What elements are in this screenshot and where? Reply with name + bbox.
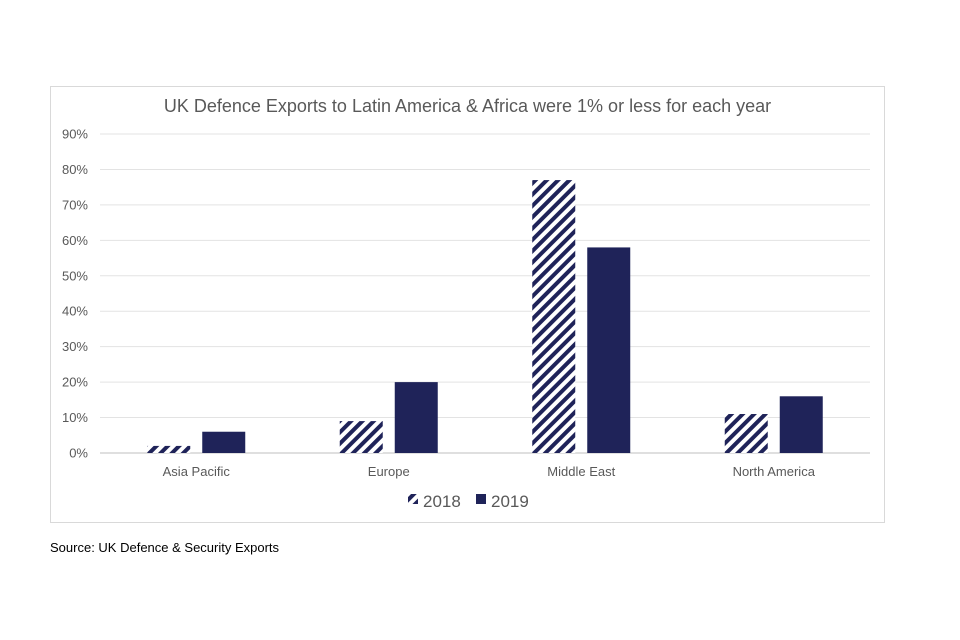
legend-label-2018: 2018 (423, 492, 461, 511)
y-tick-label: 90% (62, 127, 88, 142)
y-tick-label: 10% (62, 410, 88, 425)
y-tick-label: 0% (69, 446, 88, 461)
legend-label-2019: 2019 (491, 492, 529, 511)
x-tick-label: Asia Pacific (163, 464, 231, 479)
x-tick-label: Europe (368, 464, 410, 479)
y-tick-label: 60% (62, 233, 88, 248)
y-tick-label: 70% (62, 197, 88, 212)
bar-2018-middle-east (532, 180, 576, 454)
y-tick-label: 30% (62, 339, 88, 354)
bar-2018-asia-pacific (147, 445, 191, 453)
x-tick-label: North America (733, 464, 816, 479)
bar-2018-europe (339, 421, 383, 453)
legend-swatch-2018 (408, 494, 418, 504)
y-tick-label: 80% (62, 162, 88, 177)
y-tick-label: 20% (62, 375, 88, 390)
chart-title: UK Defence Exports to Latin America & Af… (163, 96, 772, 116)
y-tick-label: 40% (62, 304, 88, 319)
source-note: Source: UK Defence & Security Exports (50, 540, 280, 555)
bar-2019-asia-pacific (202, 431, 246, 453)
bar-2018-north-america (724, 414, 768, 453)
y-tick-label: 50% (62, 268, 88, 283)
legend-swatch-2019 (476, 494, 486, 504)
bar-2019-middle-east (587, 247, 631, 453)
bar-2019-north-america (779, 396, 823, 453)
x-tick-label: Middle East (547, 464, 615, 479)
bar-2019-europe (394, 382, 438, 453)
